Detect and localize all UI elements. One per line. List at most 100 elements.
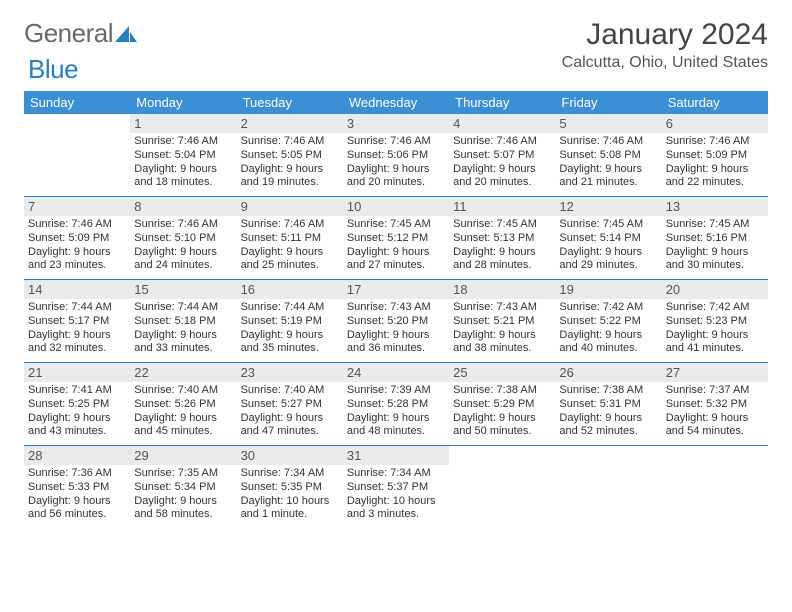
day-cell: 16 Sunrise: 7:44 AMSunset: 5:19 PMDayligh… bbox=[237, 280, 343, 363]
day-info: Sunrise: 7:42 AMSunset: 5:23 PMDaylight:… bbox=[666, 301, 764, 356]
day-cell bbox=[555, 446, 661, 528]
day-info: Sunrise: 7:46 AMSunset: 5:04 PMDaylight:… bbox=[134, 135, 232, 190]
day-number: 27 bbox=[662, 363, 768, 382]
day-cell: 10 Sunrise: 7:45 AMSunset: 5:12 PMDayligh… bbox=[343, 197, 449, 280]
day-cell: 25 Sunrise: 7:38 AMSunset: 5:29 PMDayligh… bbox=[449, 363, 555, 446]
day-info: Sunrise: 7:40 AMSunset: 5:27 PMDaylight:… bbox=[241, 384, 339, 439]
day-cell: 26 Sunrise: 7:38 AMSunset: 5:31 PMDayligh… bbox=[555, 363, 661, 446]
day-number: 9 bbox=[237, 197, 343, 216]
day-cell: 30 Sunrise: 7:34 AMSunset: 5:35 PMDayligh… bbox=[237, 446, 343, 528]
day-info: Sunrise: 7:44 AMSunset: 5:18 PMDaylight:… bbox=[134, 301, 232, 356]
day-number: 8 bbox=[130, 197, 236, 216]
day-cell bbox=[662, 446, 768, 528]
dow-header: Sunday bbox=[24, 91, 130, 114]
dow-header-row: SundayMondayTuesdayWednesdayThursdayFrid… bbox=[24, 91, 768, 114]
day-number: 30 bbox=[237, 446, 343, 465]
day-info: Sunrise: 7:41 AMSunset: 5:25 PMDaylight:… bbox=[28, 384, 126, 439]
day-number: 5 bbox=[555, 114, 661, 133]
day-number: 1 bbox=[130, 114, 236, 133]
day-number: 7 bbox=[24, 197, 130, 216]
dow-header: Saturday bbox=[662, 91, 768, 114]
day-cell: 20 Sunrise: 7:42 AMSunset: 5:23 PMDayligh… bbox=[662, 280, 768, 363]
day-number: 16 bbox=[237, 280, 343, 299]
logo-text-blue: Blue bbox=[28, 54, 78, 85]
day-info: Sunrise: 7:38 AMSunset: 5:31 PMDaylight:… bbox=[559, 384, 657, 439]
day-number: 10 bbox=[343, 197, 449, 216]
dow-header: Wednesday bbox=[343, 91, 449, 114]
day-number: 12 bbox=[555, 197, 661, 216]
day-info: Sunrise: 7:46 AMSunset: 5:09 PMDaylight:… bbox=[666, 135, 764, 190]
day-info: Sunrise: 7:46 AMSunset: 5:11 PMDaylight:… bbox=[241, 218, 339, 273]
day-cell: 28 Sunrise: 7:36 AMSunset: 5:33 PMDayligh… bbox=[24, 446, 130, 528]
week-row: 21Sunrise: 7:41 AMSunset: 5:25 PMDayligh… bbox=[24, 363, 768, 446]
day-cell: 19Sunrise: 7:42 AMSunset: 5:22 PMDayligh… bbox=[555, 280, 661, 363]
day-cell: 9 Sunrise: 7:46 AMSunset: 5:11 PMDaylight… bbox=[237, 197, 343, 280]
day-cell: 1 Sunrise: 7:46 AMSunset: 5:04 PMDaylight… bbox=[130, 114, 236, 197]
day-cell: 21Sunrise: 7:41 AMSunset: 5:25 PMDayligh… bbox=[24, 363, 130, 446]
day-cell: 29Sunrise: 7:35 AMSunset: 5:34 PMDayligh… bbox=[130, 446, 236, 528]
day-info: Sunrise: 7:44 AMSunset: 5:17 PMDaylight:… bbox=[28, 301, 126, 356]
calendar-table: SundayMondayTuesdayWednesdayThursdayFrid… bbox=[24, 91, 768, 528]
day-info: Sunrise: 7:46 AMSunset: 5:08 PMDaylight:… bbox=[559, 135, 657, 190]
week-row: 7Sunrise: 7:46 AMSunset: 5:09 PMDaylight… bbox=[24, 197, 768, 280]
day-number: 15 bbox=[130, 280, 236, 299]
day-cell: 18 Sunrise: 7:43 AMSunset: 5:21 PMDayligh… bbox=[449, 280, 555, 363]
day-info: Sunrise: 7:34 AMSunset: 5:35 PMDaylight:… bbox=[241, 467, 339, 522]
logo-sail-icon bbox=[115, 24, 137, 42]
day-number: 28 bbox=[24, 446, 130, 465]
dow-header: Thursday bbox=[449, 91, 555, 114]
day-cell bbox=[449, 446, 555, 528]
day-number: 20 bbox=[662, 280, 768, 299]
day-number: 4 bbox=[449, 114, 555, 133]
day-info: Sunrise: 7:45 AMSunset: 5:12 PMDaylight:… bbox=[347, 218, 445, 273]
day-number: 25 bbox=[449, 363, 555, 382]
month-title: January 2024 bbox=[562, 18, 768, 52]
day-info: Sunrise: 7:45 AMSunset: 5:14 PMDaylight:… bbox=[559, 218, 657, 273]
location: Calcutta, Ohio, United States bbox=[562, 54, 768, 72]
day-info: Sunrise: 7:45 AMSunset: 5:16 PMDaylight:… bbox=[666, 218, 764, 273]
day-info: Sunrise: 7:37 AMSunset: 5:32 PMDaylight:… bbox=[666, 384, 764, 439]
day-info: Sunrise: 7:46 AMSunset: 5:10 PMDaylight:… bbox=[134, 218, 232, 273]
day-number: 18 bbox=[449, 280, 555, 299]
day-info: Sunrise: 7:43 AMSunset: 5:21 PMDaylight:… bbox=[453, 301, 551, 356]
day-cell: 23Sunrise: 7:40 AMSunset: 5:27 PMDayligh… bbox=[237, 363, 343, 446]
day-info: Sunrise: 7:43 AMSunset: 5:20 PMDaylight:… bbox=[347, 301, 445, 356]
day-number: 2 bbox=[237, 114, 343, 133]
week-row: 1 Sunrise: 7:46 AMSunset: 5:04 PMDaylight… bbox=[24, 114, 768, 197]
day-info: Sunrise: 7:34 AMSunset: 5:37 PMDaylight:… bbox=[347, 467, 445, 522]
day-cell: 3 Sunrise: 7:46 AMSunset: 5:06 PMDaylight… bbox=[343, 114, 449, 197]
day-cell: 12 Sunrise: 7:45 AMSunset: 5:14 PMDayligh… bbox=[555, 197, 661, 280]
day-cell: 5 Sunrise: 7:46 AMSunset: 5:08 PMDaylight… bbox=[555, 114, 661, 197]
day-info: Sunrise: 7:46 AMSunset: 5:06 PMDaylight:… bbox=[347, 135, 445, 190]
day-info: Sunrise: 7:36 AMSunset: 5:33 PMDaylight:… bbox=[28, 467, 126, 522]
day-number: 29 bbox=[130, 446, 236, 465]
day-cell: 27 Sunrise: 7:37 AMSunset: 5:32 PMDayligh… bbox=[662, 363, 768, 446]
day-cell: 31 Sunrise: 7:34 AMSunset: 5:37 PMDayligh… bbox=[343, 446, 449, 528]
day-cell: 24 Sunrise: 7:39 AMSunset: 5:28 PMDayligh… bbox=[343, 363, 449, 446]
dow-header: Tuesday bbox=[237, 91, 343, 114]
day-cell bbox=[24, 114, 130, 197]
day-info: Sunrise: 7:38 AMSunset: 5:29 PMDaylight:… bbox=[453, 384, 551, 439]
day-number: 22 bbox=[130, 363, 236, 382]
week-row: 14 Sunrise: 7:44 AMSunset: 5:17 PMDayligh… bbox=[24, 280, 768, 363]
logo: General bbox=[24, 18, 137, 49]
day-number: 14 bbox=[24, 280, 130, 299]
dow-header: Monday bbox=[130, 91, 236, 114]
day-number: 13 bbox=[662, 197, 768, 216]
day-number: 3 bbox=[343, 114, 449, 133]
week-row: 28 Sunrise: 7:36 AMSunset: 5:33 PMDayligh… bbox=[24, 446, 768, 528]
day-cell: 22 Sunrise: 7:40 AMSunset: 5:26 PMDayligh… bbox=[130, 363, 236, 446]
day-info: Sunrise: 7:46 AMSunset: 5:05 PMDaylight:… bbox=[241, 135, 339, 190]
day-info: Sunrise: 7:44 AMSunset: 5:19 PMDaylight:… bbox=[241, 301, 339, 356]
day-cell: 11Sunrise: 7:45 AMSunset: 5:13 PMDayligh… bbox=[449, 197, 555, 280]
day-info: Sunrise: 7:39 AMSunset: 5:28 PMDaylight:… bbox=[347, 384, 445, 439]
day-cell: 8 Sunrise: 7:46 AMSunset: 5:10 PMDaylight… bbox=[130, 197, 236, 280]
dow-header: Friday bbox=[555, 91, 661, 114]
day-info: Sunrise: 7:46 AMSunset: 5:07 PMDaylight:… bbox=[453, 135, 551, 190]
day-number: 31 bbox=[343, 446, 449, 465]
day-number: 6 bbox=[662, 114, 768, 133]
day-number: 26 bbox=[555, 363, 661, 382]
day-number: 24 bbox=[343, 363, 449, 382]
day-info: Sunrise: 7:40 AMSunset: 5:26 PMDaylight:… bbox=[134, 384, 232, 439]
day-number: 17 bbox=[343, 280, 449, 299]
